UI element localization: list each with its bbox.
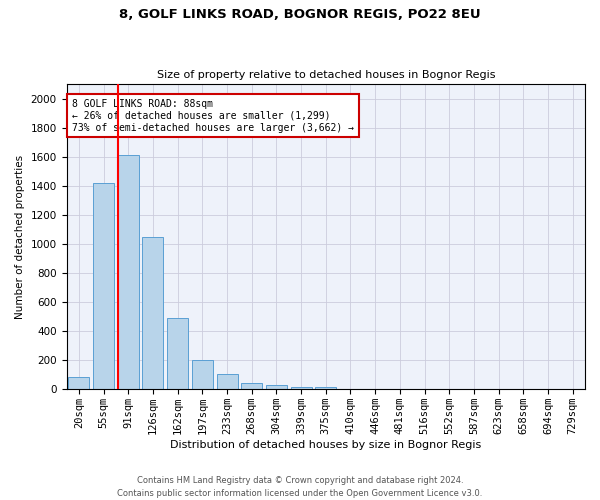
Bar — [93, 183, 114, 390]
Bar — [167, 318, 188, 390]
Bar — [118, 156, 139, 390]
Bar — [315, 388, 336, 390]
Bar — [192, 360, 213, 390]
Bar — [290, 386, 311, 390]
Text: 8 GOLF LINKS ROAD: 88sqm
← 26% of detached houses are smaller (1,299)
73% of sem: 8 GOLF LINKS ROAD: 88sqm ← 26% of detach… — [72, 100, 354, 132]
Bar — [68, 377, 89, 390]
Y-axis label: Number of detached properties: Number of detached properties — [15, 154, 25, 318]
Text: Contains HM Land Registry data © Crown copyright and database right 2024.
Contai: Contains HM Land Registry data © Crown c… — [118, 476, 482, 498]
Bar — [142, 236, 163, 390]
Title: Size of property relative to detached houses in Bognor Regis: Size of property relative to detached ho… — [157, 70, 495, 81]
Bar — [217, 374, 238, 390]
Bar — [241, 384, 262, 390]
Bar — [266, 385, 287, 390]
Text: 8, GOLF LINKS ROAD, BOGNOR REGIS, PO22 8EU: 8, GOLF LINKS ROAD, BOGNOR REGIS, PO22 8… — [119, 8, 481, 20]
X-axis label: Distribution of detached houses by size in Bognor Regis: Distribution of detached houses by size … — [170, 440, 481, 450]
